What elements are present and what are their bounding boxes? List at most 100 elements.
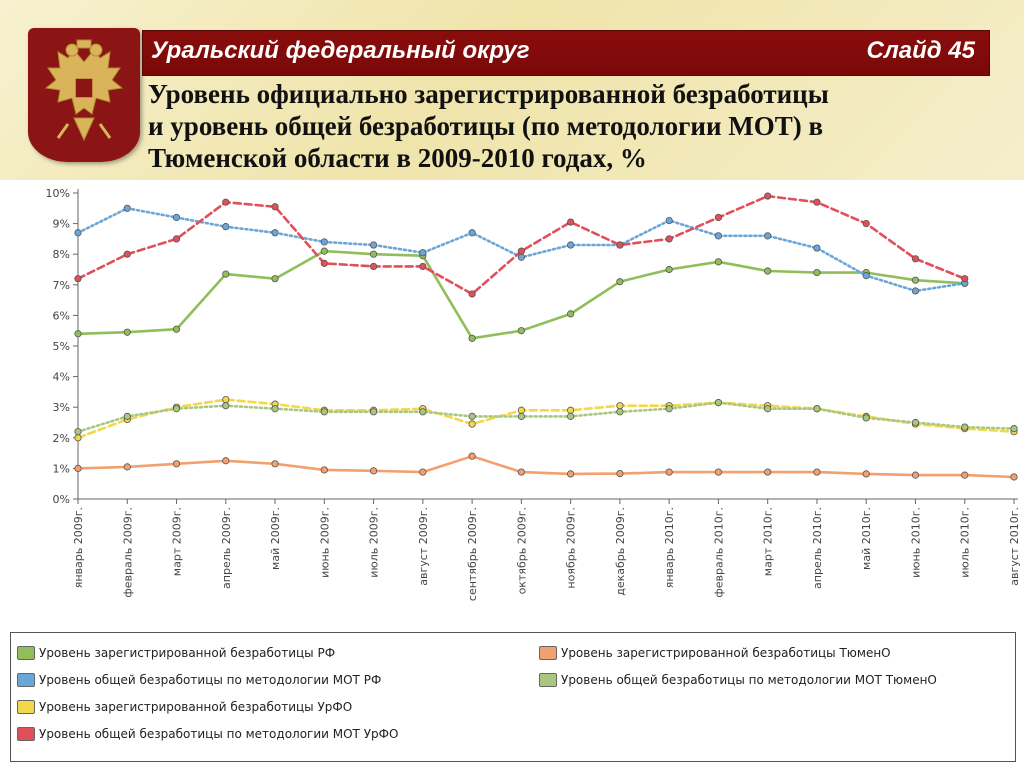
data-point-series-1 — [714, 232, 723, 240]
data-point-series-0 — [123, 328, 131, 336]
x-tick-label: март 2009г. — [171, 507, 184, 576]
x-tick-label: май 2009г. — [269, 507, 282, 570]
title-band: Уральский федеральный округ Слайд 45 — [142, 30, 990, 76]
legend-item-urfo-registered: Уровень зарегистрированной безработицы У… — [17, 697, 352, 717]
data-point-series-5 — [74, 428, 82, 436]
data-point-series-1 — [468, 229, 476, 237]
x-tick-label: апрель 2010г. — [811, 507, 824, 589]
data-point-series-1 — [517, 253, 525, 261]
slide-subtitle: Уровень официально зарегистрированной бе… — [148, 79, 829, 173]
x-tick-label: март 2010г. — [762, 507, 775, 576]
chart-legend: Уровень зарегистрированной безработицы Р… — [10, 632, 1016, 762]
data-point-series-5 — [468, 412, 476, 420]
data-point-series-2 — [616, 402, 624, 410]
y-tick-label: 7% — [53, 279, 70, 292]
data-point-series-3 — [172, 235, 181, 243]
x-tick-label: октябрь 2009г. — [515, 507, 528, 594]
data-point-series-4 — [665, 468, 673, 476]
data-point-series-2 — [74, 434, 82, 442]
legend-label: Уровень общей безработицы по методологии… — [561, 673, 937, 687]
data-point-series-3 — [714, 213, 723, 222]
coat-of-arms-emblem — [28, 28, 140, 162]
legend-swatch-yellow — [17, 700, 35, 714]
y-tick-label: 2% — [53, 432, 70, 445]
data-point-series-3 — [468, 290, 476, 298]
data-point-series-5 — [764, 405, 772, 413]
data-point-series-4 — [616, 470, 624, 478]
y-tick-label: 5% — [53, 340, 70, 353]
data-point-series-0 — [616, 278, 624, 286]
data-point-series-2 — [567, 406, 575, 414]
data-point-series-0 — [468, 334, 476, 342]
data-point-series-5 — [1010, 425, 1018, 433]
series-line-5 — [76, 401, 1016, 433]
data-point-series-4 — [517, 468, 525, 476]
data-point-series-1 — [567, 241, 575, 249]
data-point-series-5 — [714, 399, 723, 407]
data-point-series-1 — [320, 238, 328, 246]
slide-header: Уральский федеральный округ Слайд 45 Уро… — [0, 0, 1024, 180]
data-point-series-4 — [419, 468, 427, 476]
data-point-series-3 — [123, 250, 131, 258]
data-point-series-3 — [271, 203, 279, 211]
data-point-series-3 — [616, 241, 624, 249]
legend-label: Уровень зарегистрированной безработицы Р… — [39, 646, 336, 660]
legend-item-rf-registered: Уровень зарегистрированной безработицы Р… — [17, 643, 335, 663]
data-point-series-5 — [369, 408, 378, 416]
data-point-series-0 — [813, 268, 821, 277]
data-point-series-4 — [222, 457, 230, 465]
data-point-series-1 — [74, 229, 82, 237]
region-title: Уральский федеральный округ — [151, 37, 530, 64]
y-tick-label: 3% — [53, 401, 70, 414]
data-point-series-3 — [320, 259, 328, 267]
series-line-3 — [76, 194, 966, 296]
legend-label: Уровень зарегистрированной безработицы У… — [39, 700, 353, 714]
x-tick-label: сентябрь 2009г. — [466, 507, 479, 601]
data-point-series-5 — [123, 412, 131, 420]
data-point-series-4 — [961, 471, 969, 479]
slide-number: Слайд 45 — [866, 37, 975, 64]
data-point-series-0 — [271, 275, 279, 283]
data-point-series-3 — [764, 192, 772, 200]
data-point-series-0 — [517, 327, 525, 335]
x-tick-label: декабрь 2009г. — [614, 507, 627, 596]
data-point-series-4 — [714, 468, 723, 476]
data-point-series-0 — [764, 267, 772, 275]
legend-swatch-olive — [539, 673, 557, 687]
data-point-series-0 — [320, 247, 328, 255]
x-tick-label: февраль 2009г. — [121, 507, 134, 598]
legend-swatch-orange — [539, 646, 557, 660]
data-point-series-5 — [222, 402, 230, 410]
x-tick-label: июль 2010г. — [959, 507, 972, 578]
y-tick-label: 8% — [53, 248, 70, 261]
y-tick-label: 9% — [53, 218, 70, 231]
data-point-series-1 — [862, 272, 870, 280]
data-point-series-4 — [764, 468, 772, 476]
chart-panel: 0% 1% 2% 3% 4% 5% 6% 7% 8% 9% 10% январь 2009г. февр… — [0, 180, 1024, 768]
y-tick-label: 4% — [53, 371, 70, 384]
y-tick-label: 1% — [53, 462, 70, 475]
data-point-series-4 — [1010, 473, 1018, 481]
double-headed-eagle-icon — [44, 39, 124, 142]
data-point-series-1 — [123, 204, 131, 212]
data-point-series-0 — [172, 325, 181, 333]
data-point-series-0 — [74, 330, 82, 338]
series-line-4 — [76, 454, 1016, 479]
data-point-series-3 — [419, 262, 427, 271]
data-point-series-4 — [911, 471, 920, 479]
legend-item-tyumen-registered: Уровень зарегистрированной безработицы Т… — [539, 643, 891, 663]
data-point-series-4 — [271, 460, 279, 468]
data-point-series-5 — [172, 405, 181, 413]
data-point-series-4 — [123, 463, 131, 471]
data-point-series-1 — [764, 232, 772, 240]
x-tick-label: ноябрь 2009г. — [565, 507, 578, 589]
legend-swatch-blue — [17, 673, 35, 687]
x-tick-label: август 2009г. — [417, 507, 430, 586]
data-point-series-5 — [911, 418, 920, 427]
data-point-series-3 — [911, 255, 920, 263]
data-point-series-0 — [714, 258, 723, 266]
data-point-series-3 — [517, 247, 525, 255]
data-point-series-1 — [222, 223, 230, 231]
data-point-series-4 — [320, 466, 328, 474]
y-tick-label: 10% — [46, 187, 70, 200]
